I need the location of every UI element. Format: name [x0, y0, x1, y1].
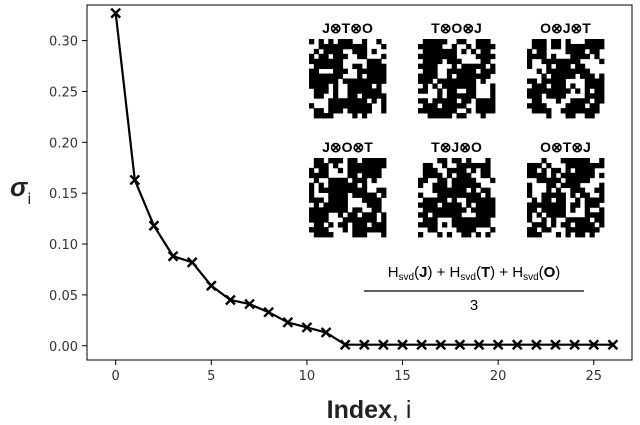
data-point-marker [588, 339, 600, 351]
data-point-marker [282, 317, 294, 328]
x-tick-label: 25 [585, 369, 602, 384]
inset-title: T⊗O⊗J [431, 20, 482, 36]
formula-numerator: Hsvd(J) + Hsvd(T) + Hsvd(O) [388, 264, 561, 283]
series-layer [110, 7, 619, 351]
data-point-marker [301, 322, 313, 333]
data-point-marker [435, 339, 447, 351]
data-point-marker [225, 294, 236, 306]
x-axis-label: Index, i [327, 396, 412, 424]
formula: Hsvd(J) + Hsvd(T) + Hsvd(O) 3 [364, 264, 584, 314]
data-point-marker [129, 174, 141, 186]
data-point-marker [186, 257, 198, 268]
y-tick-label: 0.15 [49, 187, 78, 202]
y-axis-label: σi [10, 172, 31, 208]
data-point-marker [244, 298, 255, 310]
inset-title: J⊗T⊗O [322, 20, 373, 36]
data-point-marker [473, 339, 485, 351]
data-point-marker [416, 339, 427, 351]
data-point-marker [110, 7, 122, 19]
inset-pattern [309, 158, 387, 238]
y-tick-label: 0.30 [49, 35, 78, 50]
y-axis-symbol: σ [10, 172, 29, 202]
data-point-marker [607, 339, 619, 351]
inset-pattern [309, 39, 387, 119]
data-point-marker [569, 339, 580, 351]
data-point-marker [378, 339, 389, 351]
x-axis-label-bold: Index [327, 396, 392, 424]
formula-denominator: 3 [470, 297, 478, 314]
data-point-marker [492, 339, 504, 351]
inset-title: O⊗T⊗J [540, 139, 591, 155]
data-point-marker [397, 339, 408, 351]
x-tick-label: 20 [490, 369, 507, 384]
data-point-marker [358, 339, 370, 351]
y-axis-subscript: i [27, 190, 31, 208]
inset-patterns: J⊗T⊗O T⊗O⊗J O⊗J⊗T J⊗O⊗T T⊗J⊗O O⊗T⊗J [309, 20, 605, 238]
y-tick-label: 0.20 [49, 136, 78, 151]
data-point-marker [511, 339, 523, 351]
data-point-marker [339, 339, 351, 351]
x-tick-label: 10 [299, 369, 316, 384]
data-point-marker [320, 327, 332, 338]
inset-pattern [527, 158, 605, 238]
data-point-marker [454, 339, 466, 351]
y-tick-label: 0.10 [49, 238, 78, 253]
data-point-marker [550, 339, 561, 351]
data-point-marker [205, 280, 217, 292]
inset-title: O⊗J⊗T [540, 20, 591, 36]
axis-ticks: 0 5 10 15 20 25 0.00 0.05 0.10 0.15 0.20 0.25 0.30 [49, 35, 602, 384]
inset-pattern [418, 39, 496, 119]
x-tick-label: 0 [112, 369, 120, 384]
y-tick-label: 0.05 [49, 289, 78, 304]
y-tick-label: 0.25 [49, 85, 78, 100]
inset-title: J⊗O⊗T [322, 139, 373, 155]
data-point-marker [531, 339, 542, 351]
data-point-marker [167, 250, 179, 262]
data-point-marker [148, 220, 160, 232]
x-tick-label: 5 [207, 369, 215, 384]
data-point-marker [263, 306, 275, 318]
inset-title: T⊗J⊗O [431, 139, 482, 155]
inset-pattern [527, 39, 605, 119]
y-tick-label: 0.00 [49, 340, 78, 355]
x-tick-label: 15 [394, 369, 411, 384]
inset-pattern [418, 158, 496, 238]
x-axis-label-rest: , i [392, 396, 411, 424]
